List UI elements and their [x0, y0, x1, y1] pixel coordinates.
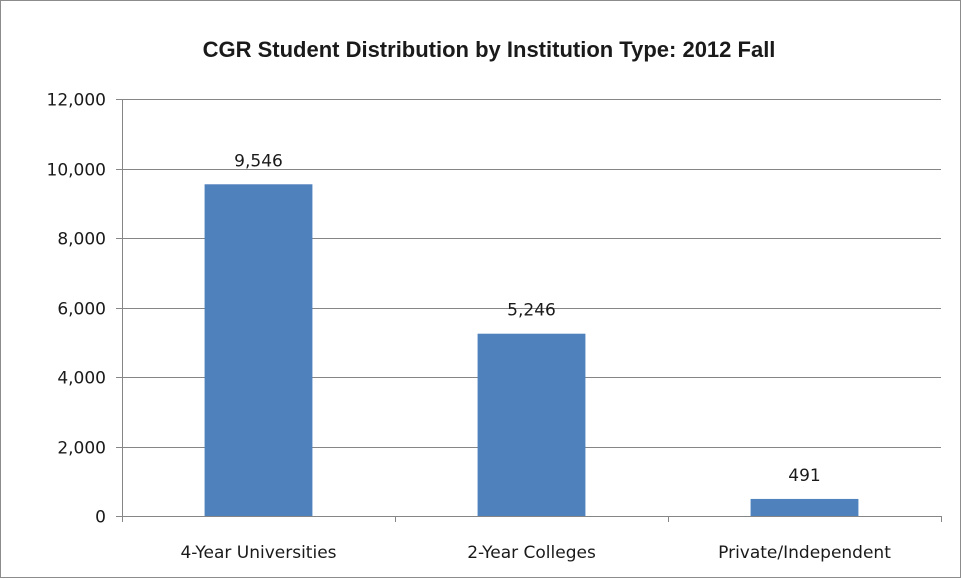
x-category-label: 4-Year Universities	[180, 543, 336, 563]
data-label: 491	[788, 466, 820, 486]
bar	[204, 184, 313, 517]
axes	[116, 99, 942, 522]
y-tick-label: 8,000	[57, 230, 106, 250]
chart-title: CGR Student Distribution by Institution …	[203, 37, 776, 62]
data-label: 9,546	[234, 151, 283, 171]
x-category-label: Private/Independent	[718, 543, 891, 563]
y-tick-label: 4,000	[57, 369, 106, 389]
data-labels: 9,546 5,246 491	[234, 151, 821, 486]
x-category-label: 2-Year Colleges	[467, 543, 596, 563]
y-tick-label: 10,000	[47, 161, 106, 181]
bars	[204, 184, 859, 517]
y-tick-label: 2,000	[57, 439, 106, 459]
y-axis-tick-labels: 0 2,000 4,000 6,000 8,000 10,000 12,000	[47, 91, 106, 528]
bar	[750, 498, 859, 516]
bar	[477, 333, 586, 516]
y-tick-label: 6,000	[57, 300, 106, 320]
y-tick-label: 0	[95, 508, 106, 528]
y-tick-label: 12,000	[47, 91, 106, 111]
x-axis-category-labels: 4-Year Universities 2-Year Colleges Privat…	[180, 543, 891, 563]
data-label: 5,246	[507, 301, 556, 321]
